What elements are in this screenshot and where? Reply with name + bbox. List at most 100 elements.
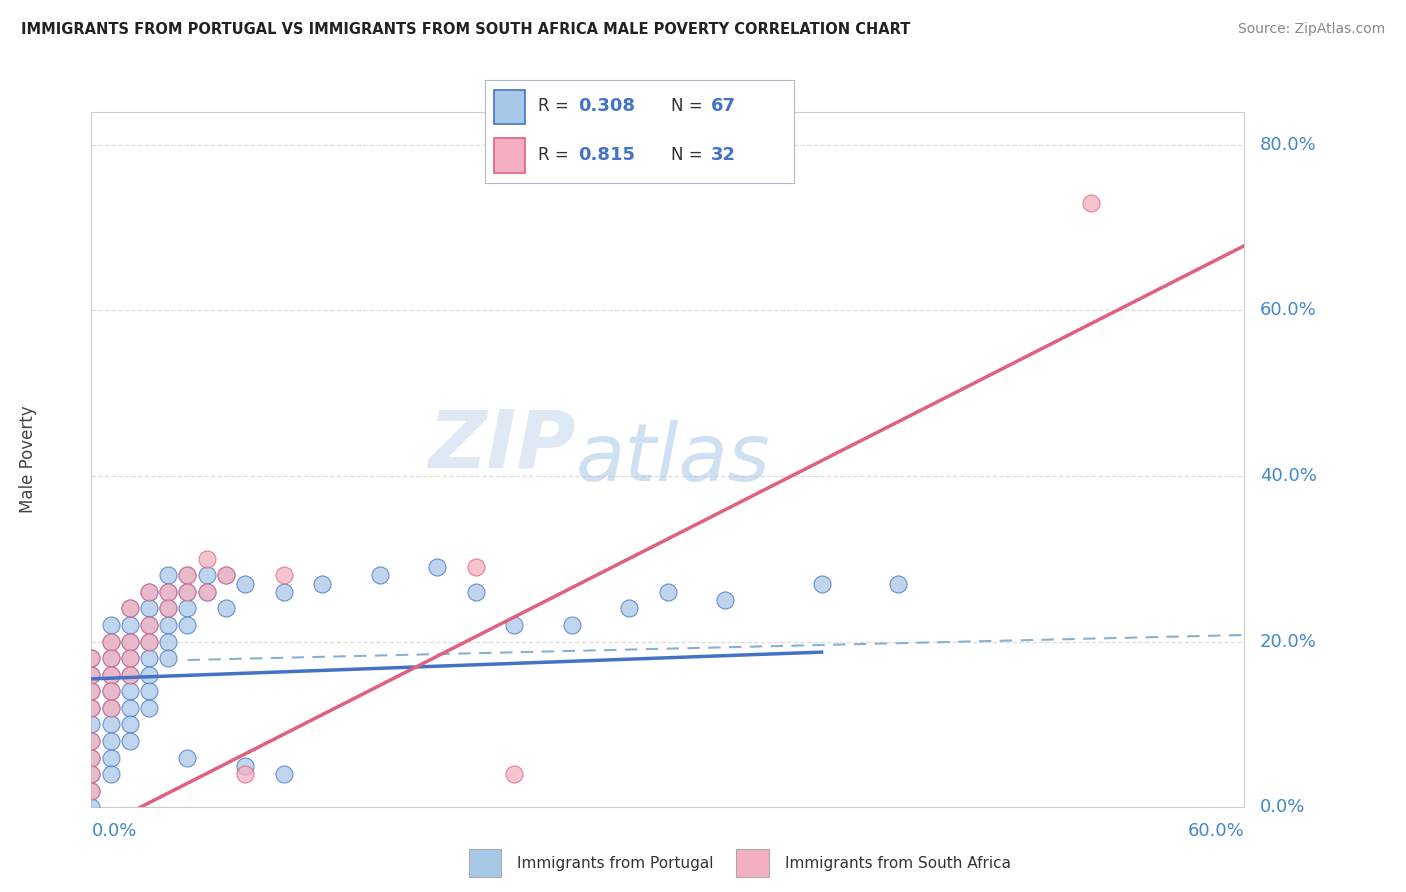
Point [215,568,238,582]
Bar [495,89,526,124]
Text: Male Poverty: Male Poverty [18,406,37,513]
Text: 60.0%: 60.0% [1260,301,1316,319]
Point [100,734,122,748]
Point [176,750,198,764]
Point [100,667,122,681]
Point [118,601,141,615]
Point [80,750,103,764]
Point [80,750,103,764]
Point [157,618,180,632]
Point [118,717,141,731]
Text: 67: 67 [711,97,735,115]
Point [273,585,295,599]
Point [80,684,103,698]
Point [195,585,218,599]
Point [138,701,160,715]
Point [100,684,122,698]
Point [80,783,103,797]
Bar [495,137,526,173]
Point [80,651,103,665]
Point [157,585,180,599]
Point [215,601,238,615]
Text: N =: N = [671,97,707,115]
Point [176,568,198,582]
Point [118,701,141,715]
Point [368,568,391,582]
Point [138,601,160,615]
Point [887,576,910,591]
Point [80,667,103,681]
Text: 20.0%: 20.0% [1260,632,1316,650]
Point [138,618,160,632]
Point [657,585,679,599]
Point [157,651,180,665]
Point [157,585,180,599]
Point [138,651,160,665]
Text: Source: ZipAtlas.com: Source: ZipAtlas.com [1237,22,1385,37]
Point [80,767,103,781]
Point [118,667,141,681]
Bar [470,849,502,877]
Bar [737,849,769,877]
Point [311,576,333,591]
Text: 60.0%: 60.0% [1188,822,1244,840]
Text: atlas: atlas [575,420,770,499]
Text: 80.0%: 80.0% [1260,136,1316,153]
Point [561,618,583,632]
Point [80,800,103,814]
Point [138,634,160,648]
Point [503,767,526,781]
Text: 0.0%: 0.0% [91,822,136,840]
Text: 0.0%: 0.0% [1260,798,1305,816]
Point [80,651,103,665]
Point [233,759,256,773]
Point [157,634,180,648]
Point [138,667,160,681]
Point [176,568,198,582]
Text: R =: R = [537,145,574,163]
Point [176,618,198,632]
Point [100,717,122,731]
Point [138,684,160,698]
Point [273,767,295,781]
Point [810,576,832,591]
Point [195,551,218,566]
Point [176,585,198,599]
Point [100,634,122,648]
Point [138,618,160,632]
Point [100,651,122,665]
Point [80,734,103,748]
Point [138,585,160,599]
Point [100,667,122,681]
Text: 0.815: 0.815 [578,145,636,163]
Point [80,767,103,781]
Point [100,684,122,698]
Point [118,684,141,698]
Point [118,651,141,665]
Point [100,767,122,781]
Text: 40.0%: 40.0% [1260,467,1316,485]
Point [215,568,238,582]
Point [118,667,141,681]
Point [118,634,141,648]
Point [464,560,486,574]
Text: IMMIGRANTS FROM PORTUGAL VS IMMIGRANTS FROM SOUTH AFRICA MALE POVERTY CORRELATIO: IMMIGRANTS FROM PORTUGAL VS IMMIGRANTS F… [21,22,911,37]
Point [100,701,122,715]
Point [426,560,449,574]
Point [118,634,141,648]
Point [195,568,218,582]
Text: Immigrants from Portugal: Immigrants from Portugal [517,855,714,871]
Point [503,618,526,632]
Point [80,701,103,715]
Point [195,585,218,599]
Text: Immigrants from South Africa: Immigrants from South Africa [785,855,1011,871]
Point [176,585,198,599]
Text: R =: R = [537,97,574,115]
Point [118,618,141,632]
Point [80,701,103,715]
Point [1080,195,1102,210]
Point [100,701,122,715]
Point [157,568,180,582]
Point [118,601,141,615]
Point [157,601,180,615]
